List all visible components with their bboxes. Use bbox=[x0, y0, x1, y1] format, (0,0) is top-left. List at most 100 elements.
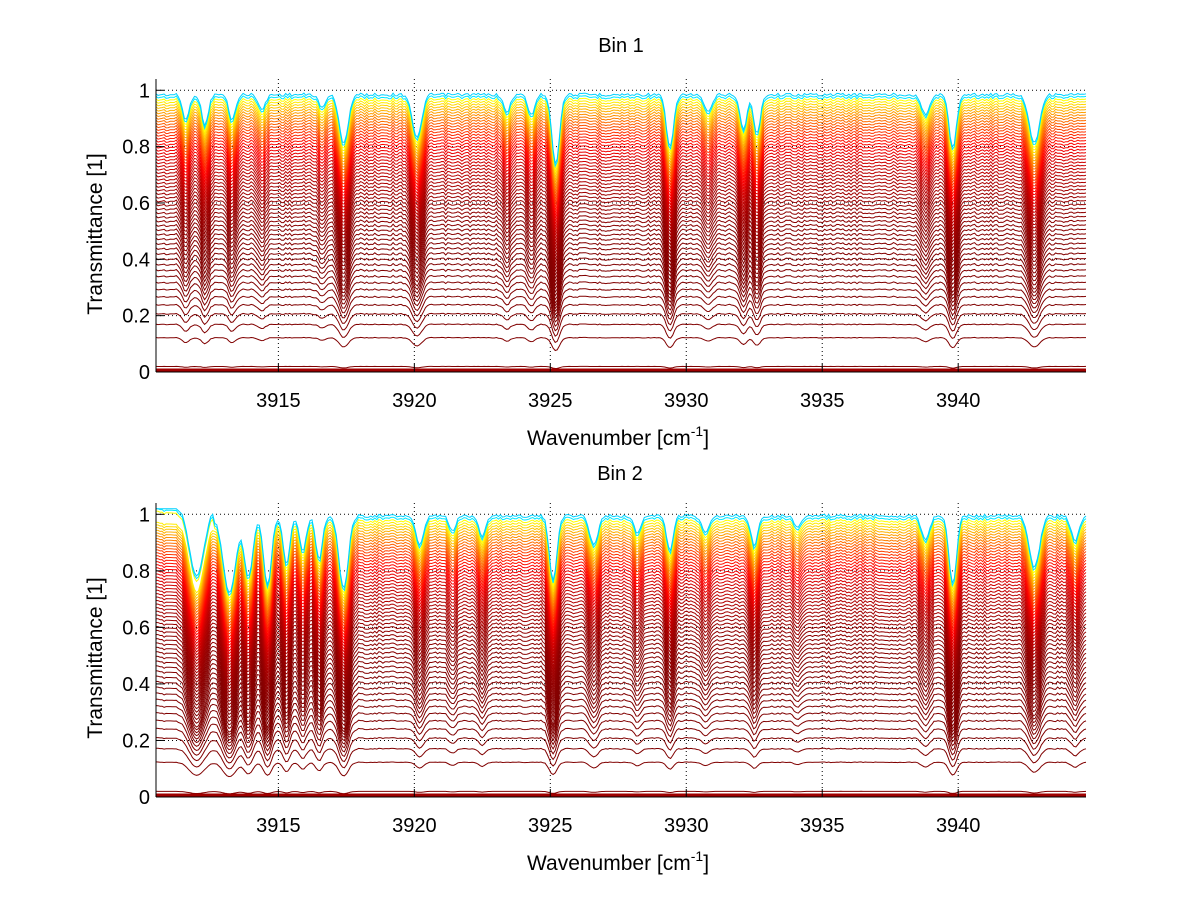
spectrum-line bbox=[155, 566, 1087, 646]
spectrum-line bbox=[155, 130, 1087, 204]
spectrum-line bbox=[155, 534, 1087, 616]
axes-frame bbox=[155, 503, 1086, 798]
spectrum-line bbox=[155, 524, 1087, 605]
spectrum-line bbox=[155, 127, 1087, 201]
y-tick-label: 0.2 bbox=[122, 306, 150, 328]
spectrum-line bbox=[155, 650, 1087, 716]
x-axis-label: Wavenumber [cm-1] bbox=[527, 423, 709, 450]
x-tick-labels: 3915 3920 3925 3930 3935 3940 bbox=[256, 815, 980, 837]
spectrum-line bbox=[155, 219, 1087, 280]
x-axis-label-text: Wavenumber [cm bbox=[527, 427, 691, 450]
spectrum-line bbox=[156, 747, 1087, 770]
x-tick-label: 3940 bbox=[936, 815, 981, 837]
spectrum-line bbox=[155, 135, 1087, 209]
spectrum-line bbox=[155, 790, 1087, 795]
spectrum-line bbox=[155, 144, 1087, 218]
x-tick-label: 3930 bbox=[664, 815, 709, 837]
spectrum-line bbox=[155, 195, 1087, 261]
spectrum-line bbox=[155, 151, 1087, 223]
spectrum-line bbox=[155, 237, 1087, 294]
spectrum-line bbox=[155, 157, 1087, 229]
x-tick-label: 3915 bbox=[256, 390, 301, 412]
spectrum-line bbox=[155, 610, 1087, 684]
spectrum-line bbox=[155, 510, 1087, 599]
spectrum-line bbox=[155, 596, 1087, 672]
spectrum-line bbox=[155, 563, 1087, 644]
y-axis-label: Transmittance [1] bbox=[84, 577, 107, 738]
spectrum-line bbox=[155, 629, 1087, 699]
spectrum-line bbox=[155, 599, 1087, 675]
x-tick-label: 3940 bbox=[936, 390, 981, 412]
x-tick-label: 3920 bbox=[392, 815, 437, 837]
spectrum-line bbox=[155, 670, 1087, 730]
spectrum-line bbox=[155, 582, 1087, 661]
spectrum-line bbox=[155, 97, 1087, 171]
spectrum-line bbox=[155, 241, 1087, 298]
spectrum-line bbox=[155, 262, 1087, 310]
spectrum-line bbox=[155, 642, 1087, 709]
subplot-bin-2: Bin 2 0 0.2 0.4 0.6 0.8 1 3915 3920 3925… bbox=[84, 463, 1087, 875]
x-tick-label: 3935 bbox=[800, 815, 845, 837]
spectrum-line bbox=[155, 646, 1087, 712]
spectrum-line bbox=[155, 94, 1087, 168]
spectrum-line bbox=[155, 173, 1087, 243]
spectrum-line bbox=[155, 167, 1087, 237]
spectrum-line bbox=[155, 160, 1087, 232]
x-axis-label-superscript: -1 bbox=[691, 848, 704, 864]
spectrum-line bbox=[155, 727, 1087, 759]
spectrum-line bbox=[155, 625, 1087, 696]
y-tick-label: 0 bbox=[139, 787, 150, 809]
x-axis-label-text: Wavenumber [cm bbox=[527, 852, 691, 875]
spectrum-line bbox=[155, 589, 1087, 666]
spectrum-line bbox=[155, 191, 1087, 258]
spectrum-line bbox=[155, 540, 1087, 622]
x-axis-label-superscript: -1 bbox=[691, 423, 704, 439]
spectrum-line bbox=[155, 543, 1087, 624]
spectrum-line bbox=[155, 665, 1087, 726]
y-tick-label: 1 bbox=[139, 80, 150, 102]
spectrum-line bbox=[155, 573, 1087, 652]
spectrum-line bbox=[155, 303, 1087, 332]
spectrum-line bbox=[155, 532, 1087, 613]
spectrum-line bbox=[155, 170, 1087, 240]
spectrum-line bbox=[155, 554, 1087, 635]
spectrum-line bbox=[155, 637, 1087, 706]
spectrum-line bbox=[155, 603, 1087, 678]
x-tick-label: 3930 bbox=[664, 390, 709, 412]
y-tick-label: 1 bbox=[139, 504, 150, 526]
spectrum-line bbox=[155, 621, 1087, 693]
spectrum-line bbox=[155, 579, 1087, 658]
spectrum-line bbox=[155, 686, 1087, 738]
spectrum-line bbox=[155, 365, 1087, 370]
spectrum-line bbox=[155, 312, 1087, 337]
spectrum-line bbox=[155, 551, 1087, 633]
spectrum-line bbox=[155, 323, 1087, 344]
spectrum-line bbox=[155, 537, 1087, 619]
spectrum-line bbox=[155, 529, 1087, 610]
spectrum-line bbox=[155, 102, 1087, 177]
spectrum-line bbox=[155, 113, 1087, 188]
y-tick-label: 0.6 bbox=[122, 193, 150, 215]
spectrum-line bbox=[155, 92, 1087, 166]
series-group bbox=[155, 92, 1087, 372]
x-tick-label: 3920 bbox=[392, 390, 437, 412]
spectrum-line bbox=[155, 105, 1087, 179]
spectrum-line bbox=[155, 121, 1087, 196]
x-axis-label: Wavenumber [cm-1] bbox=[527, 848, 709, 875]
x-tick-label: 3935 bbox=[800, 390, 845, 412]
x-tick-labels: 3915 3920 3925 3930 3935 3940 bbox=[256, 390, 980, 412]
spectrum-line bbox=[155, 202, 1087, 267]
x-tick-label: 3925 bbox=[528, 815, 573, 837]
spectrum-line bbox=[155, 546, 1087, 627]
spectrum-line bbox=[155, 549, 1087, 630]
spectrum-line bbox=[155, 274, 1087, 316]
spectrum-line bbox=[155, 154, 1087, 226]
spectrum-line bbox=[155, 227, 1087, 287]
y-tick-label: 0.8 bbox=[122, 561, 150, 583]
spectrum-line bbox=[155, 698, 1087, 744]
spectrum-line bbox=[155, 711, 1087, 751]
spectrum-line bbox=[155, 184, 1087, 252]
y-axis-label: Transmittance [1] bbox=[84, 153, 107, 314]
spectrum-line bbox=[155, 187, 1087, 255]
